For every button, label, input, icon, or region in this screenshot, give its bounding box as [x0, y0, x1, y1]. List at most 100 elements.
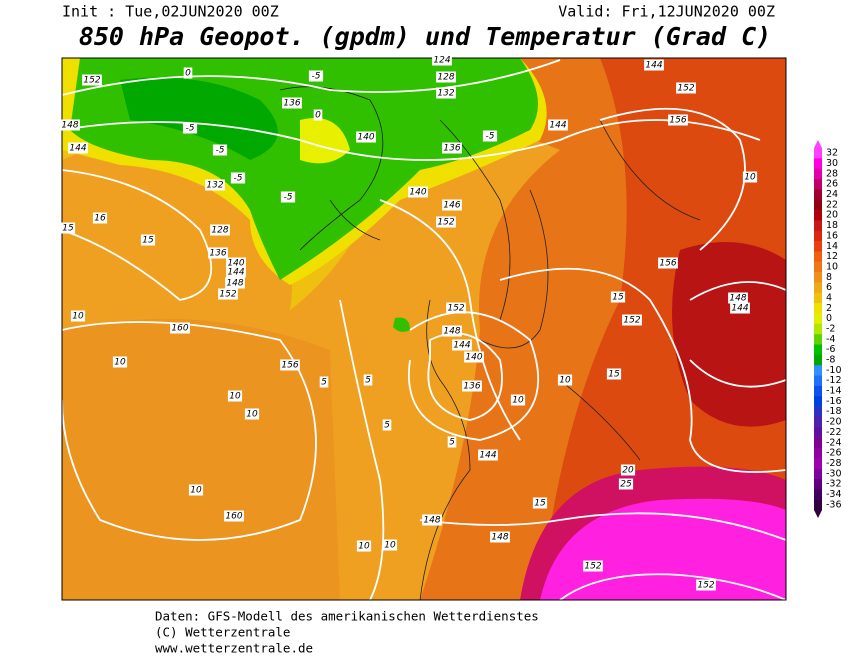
contour-label-box [208, 247, 228, 259]
contour-label-box [363, 374, 373, 386]
scale-label: 8 [826, 272, 832, 283]
footer-line: www.wetterzentrale.de [155, 641, 313, 656]
contour-label: 136 [463, 382, 480, 392]
scale-label: -16 [826, 396, 842, 407]
scale-cell [814, 334, 822, 345]
contour-label: 148 [423, 516, 440, 526]
contour-label-box [436, 71, 456, 83]
scale-cell [814, 282, 822, 294]
contour-label: 10 [114, 358, 126, 368]
contour-label-box [92, 212, 108, 224]
scale-cell [814, 344, 822, 356]
scale-label: -34 [826, 489, 842, 500]
contour-label-box [226, 266, 246, 278]
contour-label-box [618, 478, 634, 490]
scale-label: -14 [826, 386, 842, 397]
scale-cell [814, 303, 822, 314]
scale-cell [814, 158, 822, 169]
contour-label: 156 [669, 116, 686, 126]
scale-cell [814, 427, 822, 438]
contour-label: 0 [315, 111, 321, 121]
scale-label: -12 [826, 375, 842, 386]
contour-label-box [482, 130, 498, 142]
scale-label: 22 [826, 199, 838, 210]
contour-label-box [422, 514, 442, 526]
contour-label-box [462, 380, 482, 392]
contour-label-box [225, 277, 245, 289]
contour-label-box [696, 579, 716, 591]
contour-label: 152 [677, 84, 694, 94]
scale-label: 30 [826, 158, 838, 169]
contour-label-box [319, 376, 329, 388]
contour-label-box [382, 539, 398, 551]
scale-arrow-top [814, 140, 822, 148]
scale-label: -20 [826, 417, 842, 428]
scale-cell [814, 179, 822, 190]
contour-label: 144 [645, 61, 662, 71]
contour-label-box [70, 310, 86, 322]
contour-label: 15 [142, 236, 154, 246]
contour-label: 144 [69, 144, 86, 154]
contour-label: 152 [83, 76, 100, 86]
scale-cell [814, 210, 822, 221]
scale-label: -36 [826, 499, 842, 510]
contour-label: -5 [186, 124, 195, 134]
scale-label: 20 [826, 210, 838, 221]
contour-label-box [226, 257, 246, 269]
contour-label: 148 [61, 121, 78, 131]
contour-label: 128 [211, 226, 228, 236]
contour-label: 15 [612, 293, 624, 303]
contour-label: 10 [229, 392, 241, 402]
contour-label-box [478, 449, 498, 461]
scale-cell [814, 478, 822, 490]
contour-label: 140 [409, 188, 426, 198]
contour-label-box [183, 67, 193, 79]
contour-label-box [532, 497, 548, 509]
contour-label-box [140, 234, 156, 246]
map [62, 58, 786, 600]
scale-cell [814, 189, 822, 201]
contour-label-box [510, 394, 526, 406]
contour-label-box [620, 464, 636, 476]
contour-label: 160 [225, 512, 242, 522]
contour-label: 5 [384, 421, 390, 431]
contour-label-box [557, 374, 573, 386]
contour-label: 144 [549, 121, 566, 131]
contour-label: 136 [443, 144, 460, 154]
contour-label: -5 [216, 146, 225, 156]
contour-label-box [622, 314, 642, 326]
contour-label-box [606, 368, 622, 380]
contour-label: 15 [608, 370, 620, 380]
scale-label: -10 [826, 365, 842, 376]
contour-label: 144 [227, 268, 244, 278]
contour-label-box [490, 531, 510, 543]
scale-label: 0 [826, 313, 832, 324]
contour-label: 144 [453, 341, 470, 351]
contour-label: 5 [365, 376, 371, 386]
contour-label: 10 [72, 312, 84, 322]
contour-label-box [218, 288, 238, 300]
contour-label: 25 [620, 480, 632, 490]
contour-label-box [182, 122, 198, 134]
contour-label: 146 [443, 201, 460, 211]
scale-label: 26 [826, 179, 838, 190]
scale-cell [814, 272, 822, 283]
contour-label-box [224, 510, 244, 522]
contour-label-box [730, 302, 750, 314]
contour-label-box [212, 144, 228, 156]
scale-cell [814, 230, 822, 242]
scale-cell [814, 251, 822, 263]
contour-label: 132 [437, 89, 454, 99]
scale-arrow-bottom [814, 510, 822, 518]
contour-label-box [308, 70, 324, 82]
scale-cell [814, 313, 822, 325]
scale-label: 12 [826, 251, 838, 262]
scale-cell [814, 220, 822, 232]
scale-cell [814, 375, 822, 387]
contour-label-box [382, 419, 392, 431]
contour-label: -5 [312, 72, 321, 82]
scale-label: -2 [826, 324, 835, 335]
scale-label: -18 [826, 406, 842, 417]
contour-label-box [112, 356, 128, 368]
